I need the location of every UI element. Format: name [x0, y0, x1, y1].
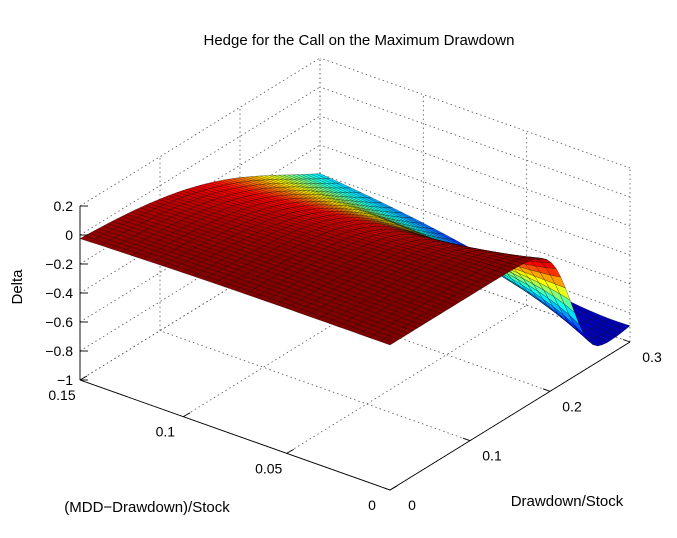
y-axis-line: [80, 380, 390, 490]
x-axis-line: [390, 342, 630, 490]
grid-line: [320, 87, 630, 197]
y-axis-label: (MDD−Drawdown)/Stock: [64, 499, 230, 516]
x-tick-label: 0.2: [562, 398, 582, 414]
z-tick-label: 0.2: [54, 198, 74, 214]
z-tick-label: −0.6: [45, 314, 73, 330]
z-axis-label: Delta: [9, 269, 26, 305]
x-tick-label: 0.3: [642, 349, 662, 365]
y-tick-mark: [183, 413, 190, 417]
x-tick-label: 0.1: [482, 448, 502, 464]
z-tick-label: −0.2: [45, 256, 73, 272]
z-tick-label: 0: [65, 227, 73, 243]
x-tick-mark: [543, 389, 550, 392]
z-tick-label: −0.8: [45, 343, 73, 359]
z-tick-label: −0.4: [45, 285, 73, 301]
y-tick-label: 0.1: [156, 424, 176, 440]
surface: [80, 174, 630, 346]
y-tick-mark: [287, 449, 294, 453]
grid-line: [320, 58, 630, 168]
y-tick-label: 0.15: [48, 387, 75, 403]
y-tick-label: 0: [368, 497, 376, 513]
x-axis-label: Drawdown/Stock: [511, 493, 624, 510]
x-tick-mark: [383, 488, 390, 491]
x-tick-mark: [463, 438, 470, 441]
x-tick-mark: [623, 340, 630, 343]
z-tick-label: −1: [57, 372, 73, 388]
grid-line: [160, 331, 470, 441]
y-tick-mark: [80, 376, 87, 380]
y-tick-label: 0.05: [255, 460, 282, 476]
chart-title: Hedge for the Call on the Maximum Drawdo…: [204, 32, 515, 49]
x-tick-label: 0: [408, 497, 416, 513]
y-tick-mark: [390, 486, 397, 490]
